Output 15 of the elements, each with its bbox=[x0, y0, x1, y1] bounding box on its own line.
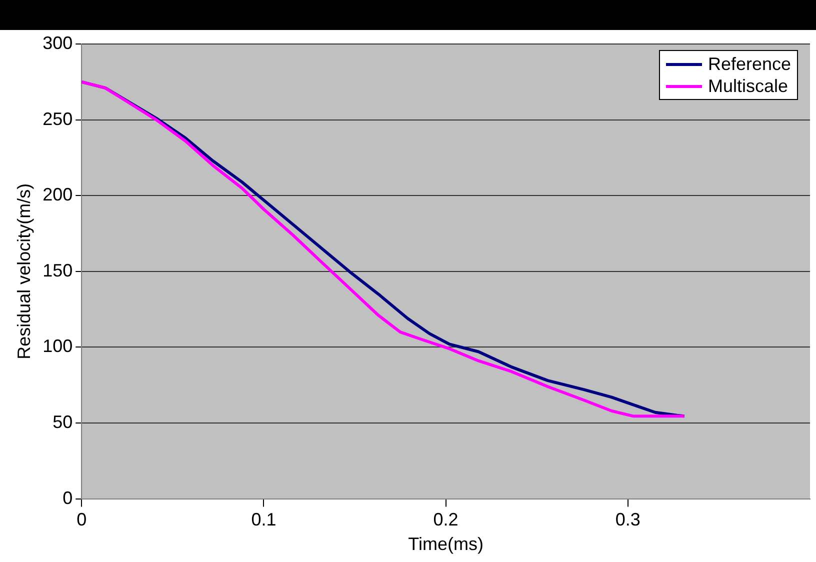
legend-label: Multiscale bbox=[708, 76, 788, 96]
x-tick-label: 0 bbox=[76, 510, 87, 530]
y-tick-label: 250 bbox=[42, 108, 73, 129]
x-axis-title: Time(ms) bbox=[408, 534, 484, 554]
x-tick-label: 0.3 bbox=[615, 510, 640, 530]
y-tick-label: 300 bbox=[42, 32, 73, 53]
y-axis-title: Residual velocity(m/s) bbox=[14, 183, 34, 360]
y-tick-label: 0 bbox=[62, 488, 73, 508]
x-tick-label: 0.2 bbox=[433, 510, 458, 530]
y-tick-label: 200 bbox=[42, 184, 73, 205]
y-tick-label: 50 bbox=[52, 412, 73, 432]
legend-label: Reference bbox=[708, 54, 792, 74]
y-tick-label: 150 bbox=[42, 260, 73, 280]
y-tick-label: 100 bbox=[42, 336, 73, 356]
x-tick-label: 0.1 bbox=[251, 510, 276, 530]
